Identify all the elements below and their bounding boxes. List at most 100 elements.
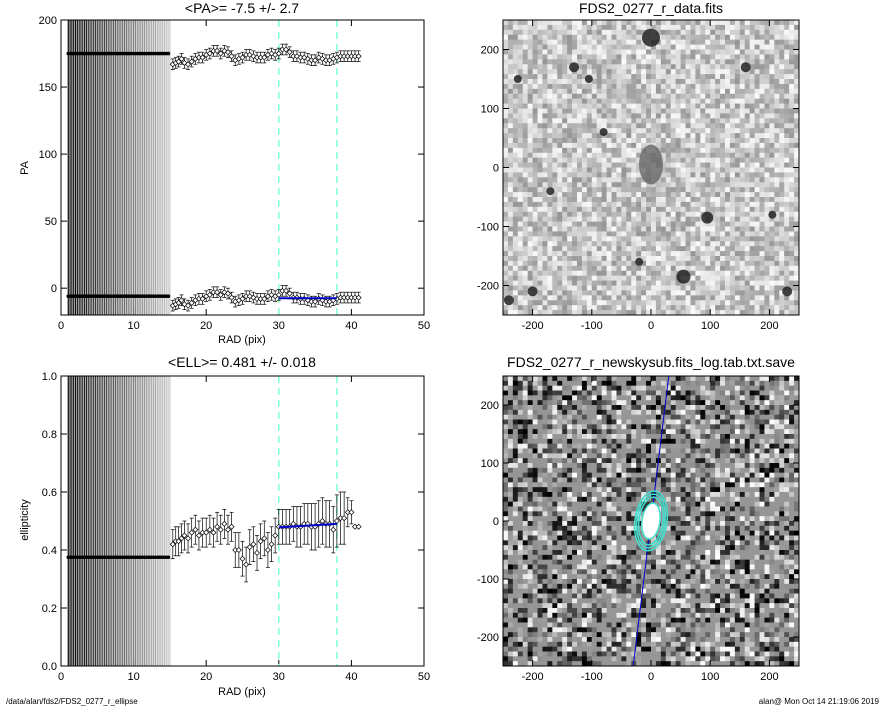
- data-image-pixel: [739, 280, 746, 286]
- data-image-pixel: [646, 187, 652, 193]
- data-image-pixel: [557, 197, 563, 203]
- data-image-pixel: [552, 236, 558, 242]
- data-image-pixel: [503, 29, 509, 36]
- data-image-pixel: [626, 285, 632, 291]
- data-image-pixel: [517, 246, 524, 252]
- data-image-pixel: [660, 187, 667, 193]
- data-image-pixel: [665, 221, 672, 227]
- data-image-pixel: [527, 59, 534, 65]
- data-image-pixel: [729, 226, 736, 232]
- data-image-pixel: [552, 118, 558, 124]
- data-image-pixel: [512, 147, 519, 154]
- data-image-pixel: [636, 98, 642, 105]
- data-image-pixel: [567, 54, 573, 60]
- skysub-image-pixel: [507, 622, 514, 628]
- data-image-pixel: [729, 142, 736, 149]
- data-image-pixel: [581, 64, 588, 70]
- data-image-pixel: [611, 83, 617, 90]
- data-image-pixel: [626, 20, 632, 26]
- data-image-pixel: [567, 285, 573, 291]
- data-image-pixel: [591, 118, 598, 124]
- data-image-pixel: [749, 88, 756, 95]
- skysub-image-pixel: [517, 463, 524, 469]
- data-image-pixel: [774, 113, 780, 119]
- skysub-image-pixel: [503, 448, 509, 454]
- data-image-pixel: [700, 69, 706, 75]
- data-image-pixel: [636, 206, 642, 213]
- data-image-pixel: [754, 226, 761, 232]
- data-image-pixel: [626, 54, 632, 60]
- data-image-pixel: [532, 34, 539, 41]
- data-image-pixel: [537, 79, 543, 85]
- data-image-pixel: [675, 108, 682, 114]
- data-image-pixel: [685, 59, 691, 65]
- skysub-image-pixel: [527, 588, 534, 594]
- data-image-pixel: [646, 128, 652, 134]
- data-image-pixel: [537, 108, 543, 114]
- data-image-pixel: [670, 226, 677, 232]
- data-image-pixel: [729, 64, 736, 70]
- data-image-pixel: [542, 216, 548, 223]
- data-image-pixel: [680, 251, 687, 257]
- skysub-image-pixel: [512, 438, 519, 445]
- data-image-pixel: [794, 79, 800, 85]
- data-image-pixel: [754, 103, 761, 109]
- data-image-pixel: [591, 260, 598, 267]
- data-image-pixel: [552, 133, 558, 139]
- data-image-pixel: [547, 236, 553, 242]
- skysub-image-pixel: [503, 550, 509, 556]
- data-image-pixel: [759, 201, 765, 208]
- data-image-pixel: [720, 260, 726, 267]
- skysub-image-pixel: [522, 579, 529, 585]
- data-image-pixel: [769, 251, 775, 257]
- data-image-pixel: [734, 157, 741, 164]
- data-image-pixel: [547, 93, 553, 100]
- data-image-pixel: [547, 246, 553, 252]
- skysub-image-pixel: [522, 612, 529, 619]
- data-image-pixel: [754, 182, 761, 188]
- data-image-pixel: [527, 280, 534, 286]
- data-image-pixel: [591, 192, 598, 198]
- data-image-pixel: [739, 265, 746, 272]
- data-image-pixel: [572, 138, 578, 144]
- data-image-pixel: [646, 260, 652, 267]
- data-image-pixel: [641, 265, 647, 272]
- data-image-pixel: [611, 34, 617, 41]
- data-image-pixel: [577, 201, 583, 208]
- data-image-pixel: [586, 216, 593, 223]
- data-image-pixel: [552, 29, 558, 36]
- data-image-pixel: [596, 280, 603, 286]
- data-image-pixel: [517, 256, 524, 262]
- data-image-pixel: [631, 162, 637, 168]
- data-image-pixel: [749, 285, 756, 291]
- ell-point: [348, 509, 355, 516]
- skysub-image-pixel: [527, 583, 534, 590]
- data-image-pixel: [774, 152, 780, 159]
- data-image-pixel: [700, 305, 706, 311]
- data-image-pixel: [789, 54, 795, 60]
- data-image-pixel: [621, 49, 627, 55]
- data-image-pixel: [779, 236, 785, 242]
- data-image-pixel: [651, 182, 657, 188]
- data-image-pixel: [670, 285, 677, 291]
- data-image-pixel: [542, 201, 548, 208]
- data-image-pixel: [749, 226, 756, 232]
- data-image-pixel: [591, 280, 598, 286]
- data-image-pixel: [552, 69, 558, 75]
- data-image-pixel: [522, 64, 529, 70]
- data-image-pixel: [503, 187, 509, 193]
- data-image-pixel: [695, 275, 701, 282]
- data-image-pixel: [621, 197, 627, 203]
- data-image-pixel: [744, 300, 751, 306]
- data-image-pixel: [734, 246, 741, 252]
- data-image-pixel: [527, 123, 534, 129]
- data-image-pixel: [764, 172, 770, 178]
- data-image-pixel: [665, 83, 672, 90]
- data-image-pixel: [527, 142, 534, 149]
- data-image-pixel: [601, 246, 608, 252]
- data-image-pixel: [527, 256, 534, 262]
- data-image-pixel: [774, 142, 780, 149]
- data-image-pixel: [567, 201, 573, 208]
- data-image-pixel: [655, 241, 662, 247]
- data-image-pixel: [779, 152, 785, 159]
